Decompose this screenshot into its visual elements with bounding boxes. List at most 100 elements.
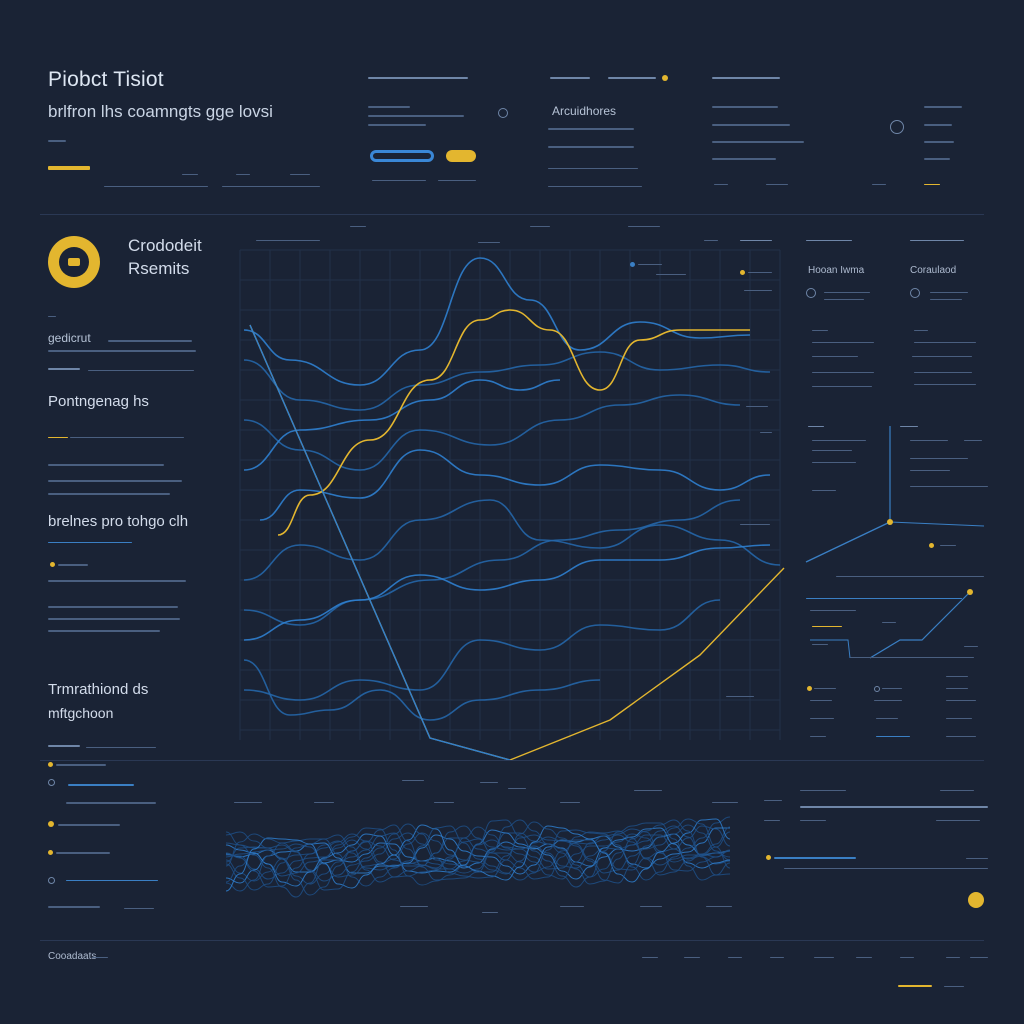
- mini-line-3: [812, 462, 856, 463]
- footer-tick-7: [900, 957, 914, 958]
- stat-line-9: [946, 676, 968, 677]
- info-icon[interactable]: [498, 108, 508, 118]
- brand-subname: Rsemits: [128, 259, 190, 278]
- stat-line-4: [810, 736, 826, 737]
- top-line-2: [368, 115, 464, 117]
- wave-line: [225, 816, 731, 892]
- side-dot-2: [48, 762, 53, 767]
- wave-tag-6: [508, 788, 526, 789]
- mini-line-13: [882, 622, 896, 623]
- series-line: [243, 599, 721, 701]
- chart-tag-7: [740, 240, 772, 241]
- wave-line: [225, 833, 731, 880]
- stat-line-11: [946, 700, 976, 701]
- side-rule-2: [48, 542, 132, 543]
- header-rule-2: [222, 186, 320, 187]
- side-line-21: [124, 908, 154, 909]
- stat-line-5: [882, 688, 902, 689]
- sidebar-item-2[interactable]: Pontngenag hs: [48, 393, 149, 410]
- toggle-button[interactable]: [370, 150, 434, 162]
- trend-line-base: [249, 324, 511, 761]
- far-line-1: [712, 106, 778, 108]
- mini-rule-1: [836, 576, 984, 577]
- header-tick-3: [290, 174, 310, 175]
- mini-line-1: [812, 440, 866, 441]
- mini-axis-x: [889, 521, 985, 527]
- right-label-left: Hooan Iwma: [808, 265, 865, 276]
- status-dot: [662, 75, 668, 81]
- series-line: [243, 257, 751, 386]
- mini-line-14: [964, 646, 978, 647]
- page-subtitle: brlfron lhs coamngts gge lovsi: [48, 102, 273, 121]
- sidebar-item-3[interactable]: brelnes pro tohgo clh: [48, 513, 189, 530]
- top-line-3: [368, 124, 426, 126]
- right-toggle-2[interactable]: [910, 288, 920, 298]
- sidebar-item-4-sub: mftgchoon: [48, 705, 114, 721]
- wave-line: [225, 827, 731, 887]
- side-line-16: [66, 802, 156, 804]
- chart-tag-6: [704, 240, 718, 241]
- wave-line: [225, 834, 731, 877]
- far-tick-1: [714, 184, 728, 185]
- chart-tag-3: [478, 242, 500, 243]
- wave-tag-4: [434, 802, 454, 803]
- side-dot-4: [48, 850, 53, 855]
- main-divider: [40, 760, 984, 761]
- chart-tag-5: [628, 226, 660, 227]
- footer-tick-3: [728, 957, 742, 958]
- action-button[interactable]: [968, 892, 984, 908]
- refresh-icon[interactable]: [890, 120, 904, 134]
- header-tick-2: [236, 174, 250, 175]
- right-line-7: [812, 356, 858, 357]
- series-line: [259, 449, 771, 521]
- right-line-11: [914, 342, 976, 343]
- panel-line-1: [548, 128, 634, 130]
- side-line-8: [58, 564, 88, 566]
- series-line: [243, 544, 771, 641]
- legend-label-3: [748, 272, 772, 273]
- stat-line-13: [946, 736, 976, 737]
- stat-line-7: [876, 718, 898, 719]
- panel-line-3: [548, 168, 638, 169]
- wave-line: [225, 831, 731, 882]
- right-line-10: [914, 330, 928, 331]
- wave-line: [225, 818, 731, 891]
- chart-side-tick-2: [760, 432, 772, 433]
- footer-line-1: [92, 957, 108, 958]
- panel-line-2: [548, 146, 634, 148]
- wave-line: [225, 818, 731, 892]
- wave-line: [225, 827, 730, 884]
- legend-label-4: [744, 290, 772, 291]
- wave-tag-13: [640, 906, 662, 907]
- br-rule: [800, 806, 988, 808]
- stat-line-3: [810, 718, 834, 719]
- side-line-14: [56, 764, 106, 766]
- right-line-12: [912, 356, 972, 357]
- right-toggle-1[interactable]: [806, 288, 816, 298]
- far-line-2: [712, 124, 790, 126]
- stat-ring-1: [874, 686, 880, 692]
- far-right-3: [924, 141, 954, 143]
- sidebar-item-4[interactable]: Trmrathiond ds: [48, 681, 149, 698]
- wave-line: [225, 825, 731, 891]
- side-line-15: [68, 784, 134, 786]
- wave-line: [225, 826, 731, 888]
- stat-line-1: [814, 688, 836, 689]
- chart-side-tick-1: [746, 406, 768, 407]
- series-line: [243, 379, 561, 471]
- footer-line-2: [944, 986, 964, 987]
- side-line-1: [108, 340, 192, 342]
- footer-divider: [40, 940, 984, 941]
- sidebar-item-1[interactable]: gedicrut: [48, 331, 91, 345]
- br-line-2: [800, 790, 846, 791]
- side-line-12: [48, 630, 160, 632]
- far-tag: [712, 77, 780, 79]
- series-line: [243, 351, 771, 411]
- mini-point-2: [967, 589, 973, 595]
- header-divider: [40, 214, 984, 215]
- status-chip[interactable]: [446, 150, 476, 162]
- br-line-8: [966, 858, 988, 859]
- side-rule-3: [86, 747, 156, 748]
- far-line-4: [712, 158, 776, 160]
